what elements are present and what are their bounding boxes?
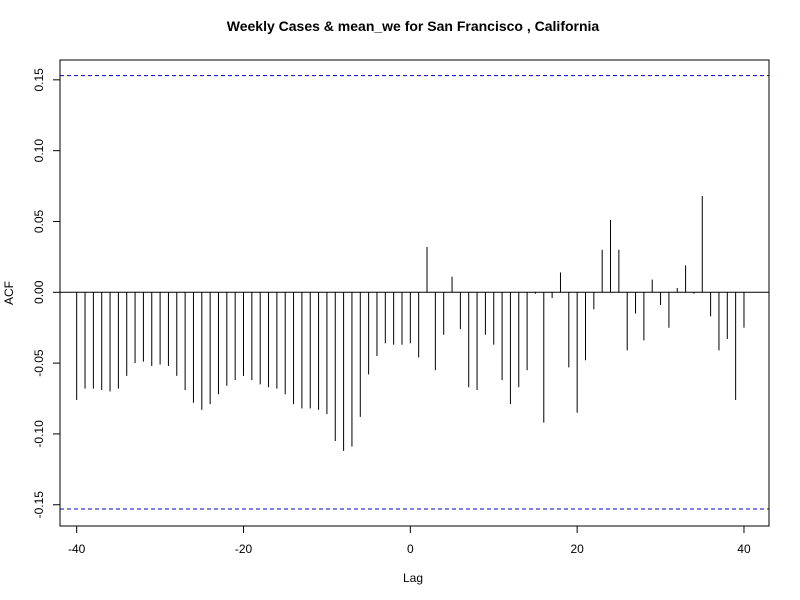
- y-axis-label: ACF: [2, 281, 16, 305]
- x-tick-label: 40: [737, 542, 751, 556]
- y-tick-label: 0.00: [32, 280, 46, 304]
- y-tick-label: 0.05: [32, 209, 46, 233]
- x-tick-label: -40: [68, 542, 86, 556]
- plot-frame: [59, 59, 770, 527]
- y-tick-label: -0.15: [32, 491, 46, 519]
- x-tick-label: -20: [235, 542, 253, 556]
- chart-title: Weekly Cases & mean_we for San Francisco…: [227, 18, 600, 34]
- acf-bars: [76, 195, 745, 451]
- x-tick-label: 0: [407, 542, 414, 556]
- y-tick-label: 0.15: [32, 68, 46, 92]
- y-tick-label: -0.05: [32, 349, 46, 377]
- x-axis: -40 -20 0 20 40: [68, 526, 751, 556]
- y-axis: -0.15 -0.10 -0.05 0.00 0.05 0.10 0.15: [32, 68, 60, 519]
- y-tick-label: 0.10: [32, 139, 46, 163]
- x-tick-label: 20: [570, 542, 584, 556]
- x-axis-label: Lag: [403, 571, 423, 585]
- y-tick-label: -0.10: [32, 420, 46, 448]
